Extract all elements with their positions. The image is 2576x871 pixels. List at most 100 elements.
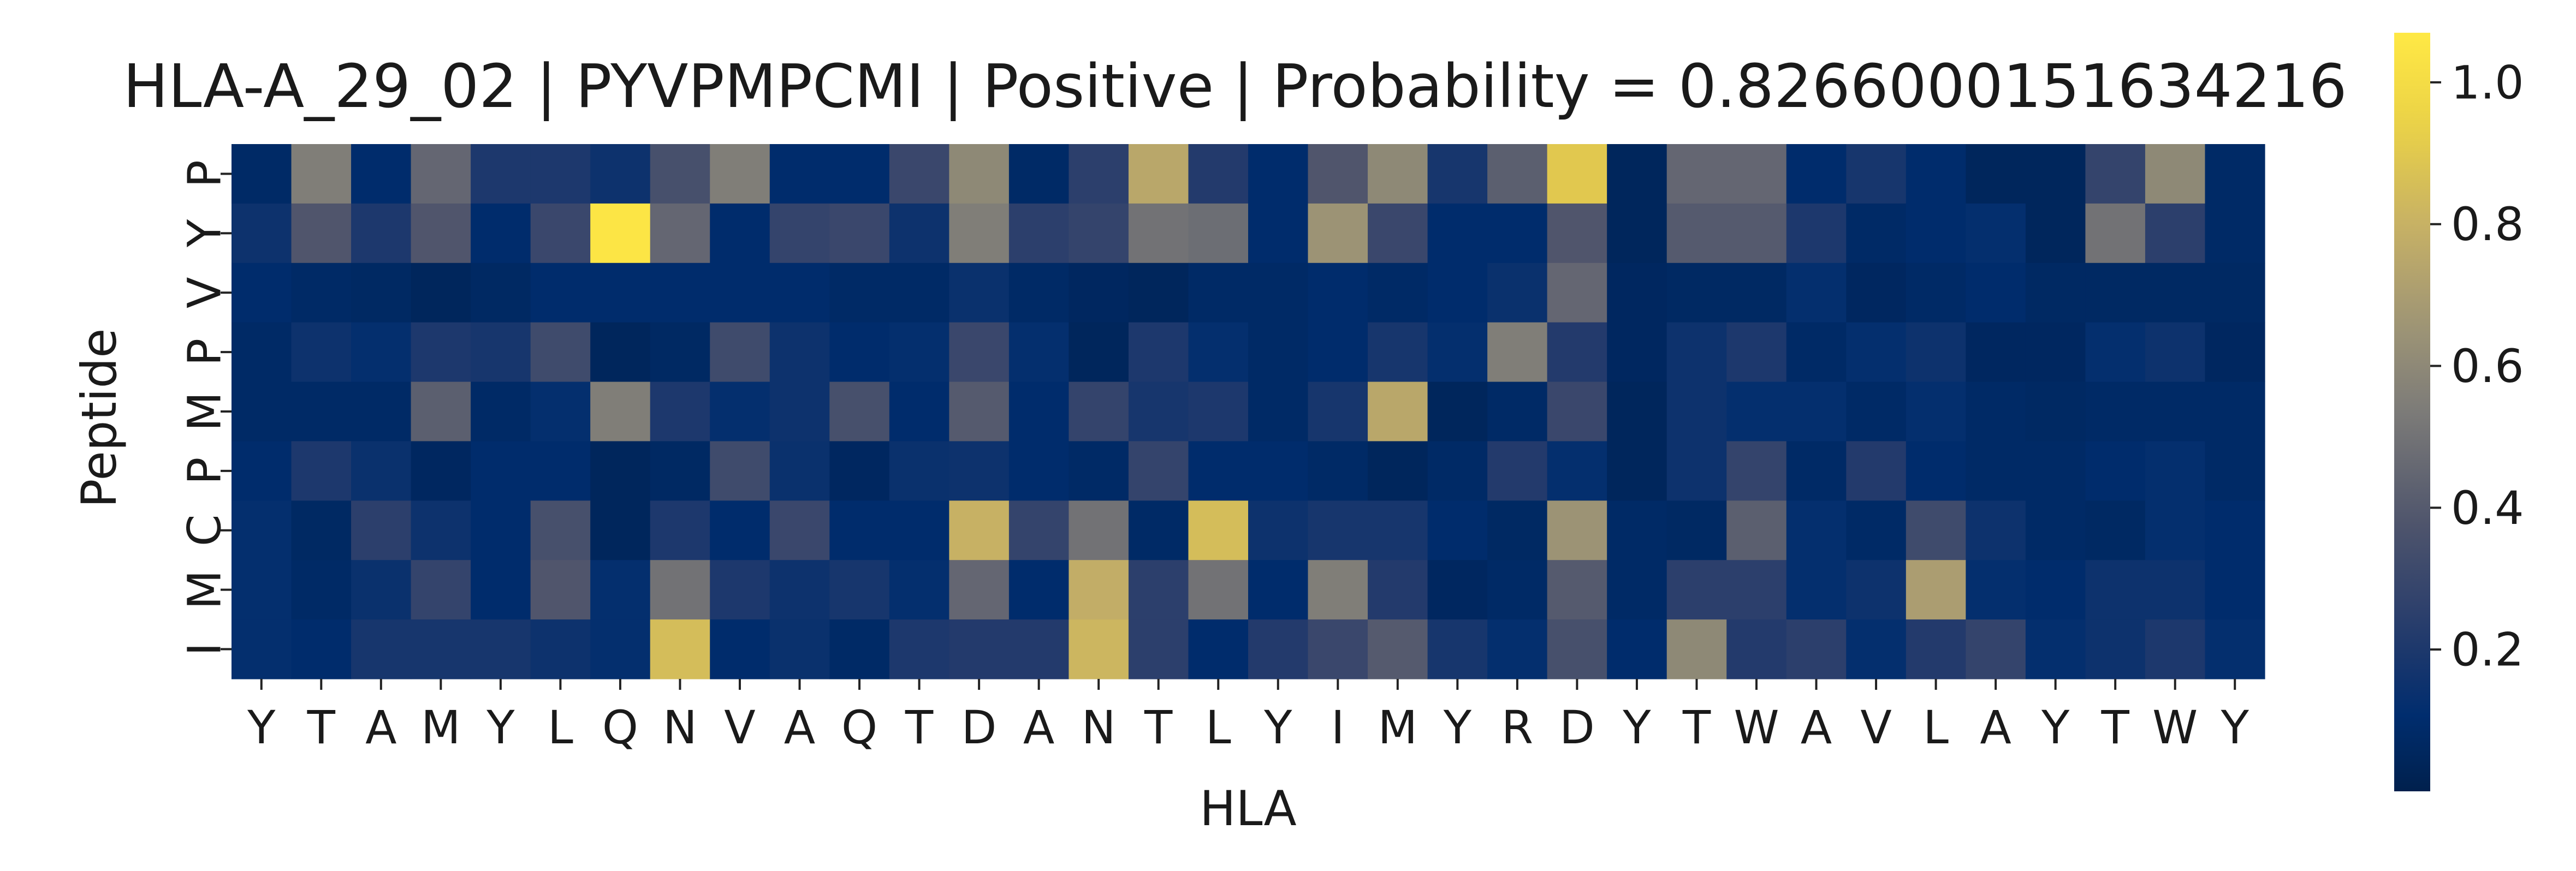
x-tick-label: L [1206, 701, 1231, 754]
x-tick-label: A [365, 701, 396, 754]
y-tick-label: Y [177, 219, 231, 248]
heatmap-cell [1248, 619, 1309, 679]
x-tick-label: Y [1263, 701, 1292, 754]
heatmap-cell [590, 441, 651, 501]
heatmap-cell [1666, 203, 1727, 264]
heatmap-cell [232, 500, 292, 560]
heatmap-cell [291, 203, 352, 264]
heatmap-cell [949, 144, 1010, 204]
heatmap-cell [590, 500, 651, 560]
heatmap-cell [1248, 441, 1309, 501]
heatmap-cell [1069, 144, 1129, 204]
heatmap-cell [889, 322, 949, 383]
heatmap-cell [351, 381, 412, 442]
heatmap-cell [1427, 500, 1488, 560]
heatmap-cell [1547, 263, 1607, 323]
x-tick-label: W [2152, 701, 2198, 754]
heatmap-cell [1427, 560, 1488, 620]
heatmap-cell [1906, 263, 1966, 323]
heatmap-cell [1427, 203, 1488, 264]
heatmap-cell [889, 560, 949, 620]
heatmap-cell [471, 500, 531, 560]
heatmap-cell [1368, 322, 1428, 383]
heatmap-cell [530, 500, 591, 560]
heatmap-cell [1607, 619, 1667, 679]
heatmap-cell [1008, 322, 1070, 383]
heatmap-cell [1726, 144, 1787, 204]
heatmap-cell [1666, 144, 1727, 204]
heatmap-cell [1368, 203, 1428, 264]
heatmap-cell [1607, 560, 1667, 620]
heatmap-cell [1427, 322, 1488, 383]
heatmap-cell [1008, 203, 1070, 264]
heatmap-cell [351, 500, 412, 560]
heatmap-cell [769, 560, 830, 620]
heatmap-cell [1906, 203, 1966, 264]
heatmap-cell [471, 619, 531, 679]
heatmap-cell [2145, 500, 2206, 560]
heatmap-cell [710, 381, 770, 442]
heatmap-cell [351, 560, 412, 620]
heatmap-cell [1308, 203, 1368, 264]
chart-title: HLA-A_29_02 | PYVPMPCMI | Positive | Pro… [123, 51, 2347, 122]
heatmap-cell [2025, 203, 2086, 264]
heatmap-cell [2145, 560, 2206, 620]
heatmap-cell [1726, 203, 1787, 264]
heatmap-cell [1906, 560, 1966, 620]
heatmap-cell [1427, 619, 1488, 679]
heatmap-cell [650, 560, 710, 620]
heatmap-cell [829, 203, 890, 264]
x-axis-label: HLA [1200, 780, 1296, 837]
heatmap-cell [1188, 322, 1249, 383]
heatmap-cell [1188, 263, 1249, 323]
heatmap-cell [1487, 203, 1548, 264]
heatmap-cell [1188, 144, 1249, 204]
heatmap-cell [590, 619, 651, 679]
heatmap-cell [889, 263, 949, 323]
heatmap-cell [2145, 619, 2206, 679]
heatmap-cell [769, 619, 830, 679]
x-tick-label: R [1501, 701, 1533, 754]
heatmap-cell [471, 441, 531, 501]
heatmap-cell [2025, 144, 2086, 204]
heatmap-cell [2025, 263, 2086, 323]
heatmap-cell [1666, 322, 1727, 383]
x-tick-label: T [2101, 701, 2130, 754]
heatmap-cell [1666, 619, 1727, 679]
heatmap-cell [1666, 441, 1727, 501]
heatmap-cell [1786, 144, 1847, 204]
heatmap-cell [1427, 381, 1488, 442]
heatmap-cell [949, 322, 1010, 383]
heatmap-cell [530, 322, 591, 383]
x-tick-label: Y [1443, 701, 1472, 754]
heatmap-cell [829, 144, 890, 204]
heatmap-cell [291, 381, 352, 442]
heatmap-cell [471, 322, 531, 383]
heatmap-cell [2205, 203, 2265, 264]
heatmap-cell [1846, 500, 1907, 560]
heatmap-cell [1188, 500, 1249, 560]
heatmap-cell [530, 144, 591, 204]
heatmap-cell [1308, 322, 1368, 383]
heatmap-cell [1966, 560, 2026, 620]
x-tick-label: M [1378, 701, 1417, 754]
heatmap-cell [291, 500, 352, 560]
heatmap-cell [1726, 381, 1787, 442]
heatmap-cell [590, 322, 651, 383]
heatmap-cell [1547, 322, 1607, 383]
heatmap-cell [829, 619, 890, 679]
heatmap-cell [1726, 263, 1787, 323]
heatmap-cell [650, 144, 710, 204]
heatmap-cell [1487, 500, 1548, 560]
heatmap-cell [1248, 203, 1309, 264]
heatmap-cell [949, 560, 1010, 620]
heatmap-cell [2025, 619, 2086, 679]
heatmap-cell [530, 619, 591, 679]
heatmap-cell [1786, 560, 1847, 620]
heatmap-cell [2025, 500, 2086, 560]
heatmap-cell [650, 441, 710, 501]
x-tick-label: A [784, 701, 815, 754]
heatmap-cell [1607, 203, 1667, 264]
heatmap-cell [351, 619, 412, 679]
heatmap-cell [2205, 263, 2265, 323]
